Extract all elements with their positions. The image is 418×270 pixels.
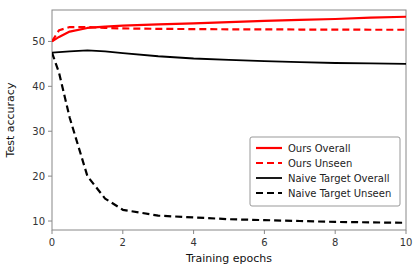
plot-frame	[52, 10, 406, 230]
y-tick	[48, 221, 52, 222]
x-tick	[193, 230, 194, 234]
legend-label: Naive Target Unseen	[288, 188, 391, 199]
y-tick	[48, 86, 52, 87]
series-line	[52, 27, 406, 41]
chart: 0 2 4 6 8 10 10 20 30 40 50 Training epochs Test acc…	[0, 0, 418, 270]
y-tick-label: 40	[32, 81, 45, 92]
x-tick-label: 4	[190, 237, 196, 248]
legend-swatch	[256, 147, 282, 149]
legend-swatch	[256, 192, 282, 194]
legend-box	[250, 137, 400, 206]
x-tick	[264, 230, 265, 234]
x-tick	[52, 230, 53, 234]
x-tick-label: 10	[400, 237, 413, 248]
series-line	[52, 53, 406, 223]
legend-label: Naive Target Overall	[288, 173, 390, 184]
x-tick-label: 0	[49, 237, 55, 248]
legend-swatch	[256, 162, 282, 164]
x-tick-label: 6	[261, 237, 267, 248]
series-line	[52, 50, 406, 63]
x-tick	[122, 230, 123, 234]
legend-swatch	[256, 177, 282, 179]
legend: Ours Overall Ours Unseen Naive Target Over…	[250, 137, 400, 206]
x-axis-label: Training epochs	[185, 252, 272, 265]
y-tick	[48, 41, 52, 42]
x-tick	[406, 230, 407, 234]
legend-label: Ours Overall	[288, 143, 350, 154]
y-tick-label: 20	[32, 171, 45, 182]
y-tick-label: 30	[32, 126, 45, 137]
x-tick-label: 2	[120, 237, 126, 248]
lines	[52, 17, 406, 223]
y-tick	[48, 176, 52, 177]
y-tick-label: 50	[32, 36, 45, 47]
y-tick-label: 10	[32, 216, 45, 227]
y-axis-label: Test accuracy	[4, 82, 17, 158]
x-tick-label: 8	[332, 237, 338, 248]
x-tick	[335, 230, 336, 234]
legend-label: Ours Unseen	[288, 158, 352, 169]
series-line	[52, 17, 406, 42]
y-tick	[48, 131, 52, 132]
